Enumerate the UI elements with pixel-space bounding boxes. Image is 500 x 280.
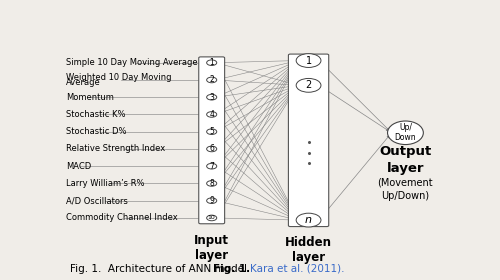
Text: 4: 4 xyxy=(209,110,214,119)
Text: Stochastic K%: Stochastic K% xyxy=(66,110,126,119)
Text: 2: 2 xyxy=(210,75,214,85)
Text: Up/
Down: Up/ Down xyxy=(394,123,416,143)
FancyBboxPatch shape xyxy=(288,54,329,227)
Text: n: n xyxy=(305,215,312,225)
Circle shape xyxy=(206,94,216,100)
Text: 2: 2 xyxy=(306,80,312,90)
Text: Momentum: Momentum xyxy=(66,93,114,102)
Text: 8: 8 xyxy=(210,179,214,188)
Circle shape xyxy=(296,213,321,227)
Text: (Movement: (Movement xyxy=(378,177,433,187)
Text: Kara et al. (2011).: Kara et al. (2011). xyxy=(250,264,344,274)
Text: Fig. 1.: Fig. 1. xyxy=(213,264,250,274)
Text: Hidden
layer: Hidden layer xyxy=(285,236,332,264)
Text: Relative Strength Index: Relative Strength Index xyxy=(66,144,166,153)
Text: MACD: MACD xyxy=(66,162,92,171)
Text: Simple 10 Day Moving Average: Simple 10 Day Moving Average xyxy=(66,58,198,67)
Text: Input
layer: Input layer xyxy=(194,234,229,262)
Circle shape xyxy=(206,164,216,169)
Text: Average: Average xyxy=(66,78,101,87)
Text: 1: 1 xyxy=(210,58,214,67)
Text: 1: 1 xyxy=(306,55,312,66)
Circle shape xyxy=(296,78,321,92)
Text: 9: 9 xyxy=(209,196,214,205)
Circle shape xyxy=(206,215,216,221)
Text: Weighted 10 Day Moving: Weighted 10 Day Moving xyxy=(66,73,172,82)
Circle shape xyxy=(206,112,216,117)
Text: A/D Oscillators: A/D Oscillators xyxy=(66,196,128,205)
Text: 6: 6 xyxy=(209,144,214,153)
FancyBboxPatch shape xyxy=(198,57,224,224)
Ellipse shape xyxy=(388,121,424,144)
Text: Larry William’s R%: Larry William’s R% xyxy=(66,179,145,188)
Circle shape xyxy=(206,146,216,152)
Text: Output: Output xyxy=(380,145,432,158)
Text: layer: layer xyxy=(386,162,424,175)
Circle shape xyxy=(206,77,216,83)
Text: 3: 3 xyxy=(209,93,214,102)
Text: Fig. 1.  Architecture of ANN model: Fig. 1. Architecture of ANN model xyxy=(70,264,250,274)
Circle shape xyxy=(206,60,216,66)
Text: 7: 7 xyxy=(209,162,214,171)
Circle shape xyxy=(206,181,216,186)
Circle shape xyxy=(206,129,216,134)
Text: 10: 10 xyxy=(208,215,216,220)
Text: Stochastic D%: Stochastic D% xyxy=(66,127,127,136)
Text: Commodity Channel Index: Commodity Channel Index xyxy=(66,213,178,222)
Circle shape xyxy=(296,54,321,67)
Circle shape xyxy=(206,198,216,204)
Text: Up/Down): Up/Down) xyxy=(382,191,430,201)
Text: 5: 5 xyxy=(209,127,214,136)
